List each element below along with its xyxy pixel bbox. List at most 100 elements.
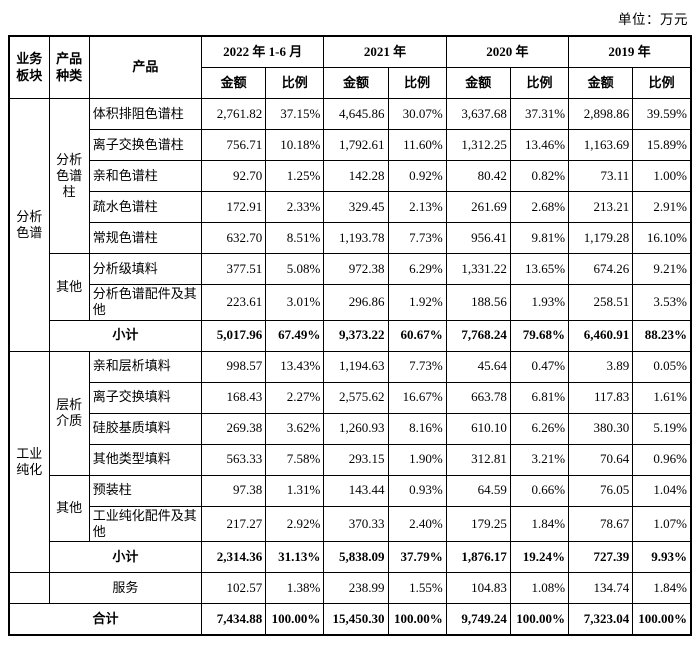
ratio-cell: 19.24% [509,541,570,573]
amount-cell: 1,331.22 [445,253,511,285]
header-amount-2021: 金额 [323,67,389,99]
amount-cell: 179.25 [445,505,511,542]
header-ratio-2021: 比例 [387,67,447,99]
amount-cell: 5,017.96 [201,319,267,352]
ratio-cell: 1.04% [632,474,692,507]
amount-cell: 269.38 [201,412,267,445]
ratio-cell: 7.58% [265,443,325,476]
amount-cell: 7,323.04 [568,603,634,636]
ratio-cell: 0.82% [509,160,570,192]
ratio-cell: 1.92% [387,284,447,321]
product-cell: 分析色谱配件及其他 [88,284,203,321]
amount-cell: 97.38 [201,474,267,507]
amount-cell: 104.83 [445,572,511,604]
amount-cell: 3.89 [568,350,634,383]
product-cell: 工业纯化配件及其他 [88,505,203,542]
table-row: 服务 102.57 1.38% 238.99 1.55% 104.83 1.08% 134.7… [8,572,692,604]
header-ratio-2020: 比例 [509,67,570,99]
ratio-cell: 100.00% [265,603,325,636]
ratio-cell: 1.31% [265,474,325,507]
ratio-cell: 13.46% [509,129,570,161]
product-cell: 其他类型填料 [88,443,203,476]
ratio-cell: 2.13% [387,191,447,223]
amount-cell: 45.64 [445,350,511,383]
amount-cell: 168.43 [201,381,267,414]
ratio-cell: 37.79% [387,541,447,573]
ratio-cell: 1.25% [265,160,325,192]
amount-cell: 2,898.86 [568,98,634,130]
ratio-cell: 7.73% [387,222,447,254]
ratio-cell: 39.59% [632,98,692,130]
ratio-cell: 30.07% [387,98,447,130]
amount-cell: 998.57 [201,350,267,383]
ratio-cell: 0.47% [509,350,570,383]
header-product-category: 产品种类 [48,35,90,99]
amount-cell: 70.64 [568,443,634,476]
ratio-cell: 0.92% [387,160,447,192]
table-row: 其他 分析级填料 377.51 5.08% 972.38 6.29% 1,331.22 13.… [9,253,692,321]
amount-cell: 217.27 [201,505,267,542]
ratio-cell: 88.23% [632,319,692,352]
amount-cell: 563.33 [201,443,267,476]
amount-cell: 370.33 [323,505,389,542]
ratio-cell: 5.08% [265,253,325,285]
table-row: 其他 预装柱 97.38 1.31% 143.44 0.93% 64.59 0.66% 76.0… [9,474,692,542]
amount-cell: 7,434.88 [201,603,267,636]
amount-cell: 102.57 [201,572,267,604]
amount-cell: 1,194.63 [323,350,389,383]
amount-cell: 3,637.68 [445,98,511,130]
table-row: 其他类型填料 563.33 7.58% 293.15 1.90% 312.81 3.21% 7… [9,443,692,476]
amount-cell: 756.71 [201,129,267,161]
ratio-cell: 1.38% [265,572,325,604]
product-cell: 亲和色谱柱 [88,160,203,192]
product-cell: 预装柱 [88,474,203,507]
amount-cell: 293.15 [323,443,389,476]
product-cell: 常规色谱柱 [88,222,203,254]
header-period-2022h1: 2022 年 1-6 月 [201,35,325,68]
table-row: 疏水色谱柱 172.91 2.33% 329.45 2.13% 261.69 2.68% 21… [9,191,692,223]
amount-cell: 64.59 [445,474,511,507]
table-header: 业务板块 产品种类 产品 2022 年 1-6 月 2021 年 2020 年 … [8,35,692,99]
empty-cell [8,572,50,604]
ratio-cell: 2.68% [509,191,570,223]
table-row: 离子交换填料 168.43 2.27% 2,575.62 16.67% 663.78 6.8… [9,381,692,414]
ratio-cell: 1.55% [387,572,447,604]
header-product: 产品 [88,35,203,99]
amount-cell: 172.91 [201,191,267,223]
amount-cell: 972.38 [323,253,389,285]
ratio-cell: 3.62% [265,412,325,445]
header-amount-2019: 金额 [568,67,634,99]
amount-cell: 134.74 [568,572,634,604]
amount-cell: 1,179.28 [568,222,634,254]
ratio-cell: 2.91% [632,191,692,223]
amount-cell: 312.81 [445,443,511,476]
amount-cell: 1,163.69 [568,129,634,161]
ratio-cell: 11.60% [387,129,447,161]
ratio-cell: 7.73% [387,350,447,383]
amount-cell: 329.45 [323,191,389,223]
ratio-cell: 13.43% [265,350,325,383]
amount-cell: 610.10 [445,412,511,445]
table-row: 小计 5,017.96 67.49% 9,373.22 60.67% 7,768.24 79… [9,319,692,352]
ratio-cell: 37.15% [265,98,325,130]
revenue-breakdown-table: 业务板块 产品种类 产品 2022 年 1-6 月 2021 年 2020 年 … [8,35,692,636]
amount-cell: 261.69 [445,191,511,223]
ratio-cell: 2.27% [265,381,325,414]
amount-cell: 1,312.25 [445,129,511,161]
amount-cell: 188.56 [445,284,511,321]
amount-cell: 2,761.82 [201,98,267,130]
ratio-cell: 8.51% [265,222,325,254]
ratio-cell: 1.90% [387,443,447,476]
total-label: 合计 [8,603,203,636]
ratio-cell: 6.26% [509,412,570,445]
ratio-cell: 16.10% [632,222,692,254]
ratio-cell: 2.92% [265,505,325,542]
amount-cell: 632.70 [201,222,267,254]
subtotal-label: 小计 [48,541,203,573]
product-cell: 疏水色谱柱 [88,191,203,223]
ratio-cell: 67.49% [265,319,325,352]
header-row-periods: 业务板块 产品种类 产品 2022 年 1-6 月 2021 年 2020 年 … [8,35,692,99]
ratio-cell: 1.61% [632,381,692,414]
product-cell: 离子交换色谱柱 [88,129,203,161]
